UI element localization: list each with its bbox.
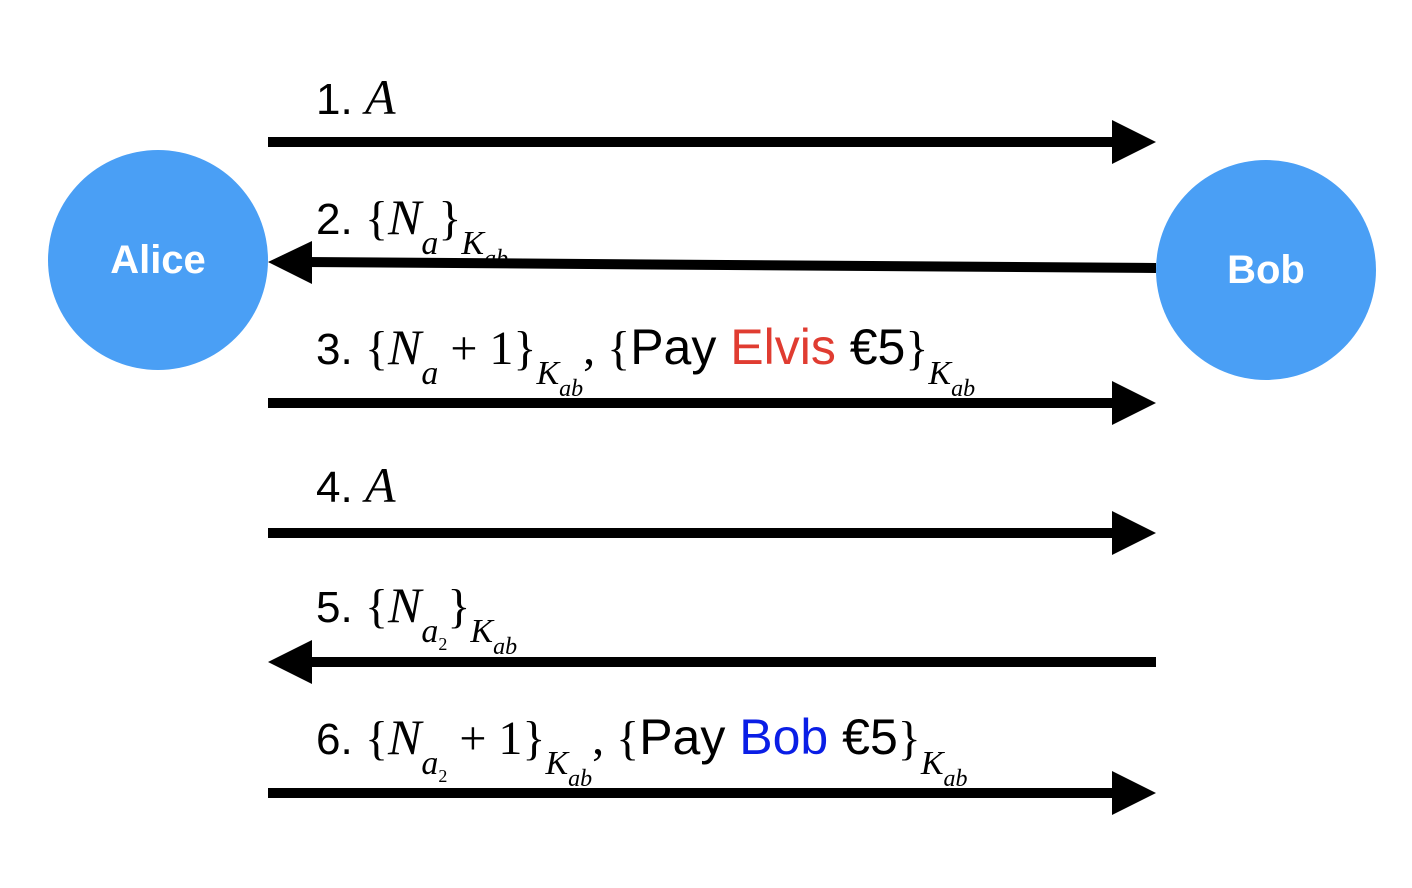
arrow-3 bbox=[268, 381, 1156, 425]
message-5-content: {Na2}Kab bbox=[364, 577, 518, 660]
message-1-content: A bbox=[364, 69, 396, 125]
alice-label: Alice bbox=[110, 237, 206, 282]
arrow-2 bbox=[268, 241, 1157, 284]
amount-1: €5 bbox=[849, 319, 906, 375]
pay-label-1: Pay bbox=[630, 319, 717, 375]
message-2-content: {Na}Kab bbox=[364, 189, 509, 272]
message-2-number: 2. bbox=[316, 195, 353, 244]
bob-label: Bob bbox=[1227, 247, 1305, 292]
message-3-label: 3. {Na + 1}Kab, {Pay Elvis €5}Kab bbox=[316, 319, 976, 402]
message-2-label: 2. {Na}Kab bbox=[316, 189, 509, 272]
arrow-6 bbox=[268, 771, 1156, 815]
alice-node: Alice bbox=[48, 150, 268, 370]
message-1-label: 1. A bbox=[316, 72, 395, 122]
payee-bob: Bob bbox=[739, 709, 829, 765]
message-1-number: 1. bbox=[316, 75, 353, 124]
pay-label-2: Pay bbox=[639, 709, 726, 765]
message-4-label: 4. A bbox=[316, 460, 395, 510]
amount-2: €5 bbox=[842, 709, 898, 765]
message-5-label: 5. {Na2}Kab bbox=[316, 577, 518, 660]
message-4-number: 4. bbox=[316, 463, 353, 512]
message-6-content: {Na2 + 1}Kab, {Pay Bob €5}Kab bbox=[364, 709, 968, 792]
message-3-content: {Na + 1}Kab, {Pay Elvis €5}Kab bbox=[364, 319, 976, 402]
message-6-label: 6. {Na2 + 1}Kab, {Pay Bob €5}Kab bbox=[316, 709, 968, 792]
bob-node: Bob bbox=[1156, 160, 1376, 380]
payee-elvis: Elvis bbox=[730, 319, 836, 375]
message-5-number: 5. bbox=[316, 583, 353, 632]
arrow-5 bbox=[268, 640, 1156, 684]
message-4-content: A bbox=[364, 457, 396, 513]
arrow-1 bbox=[268, 120, 1156, 164]
arrow-4 bbox=[268, 511, 1156, 555]
message-6-number: 6. bbox=[316, 715, 353, 764]
message-3-number: 3. bbox=[316, 325, 353, 374]
